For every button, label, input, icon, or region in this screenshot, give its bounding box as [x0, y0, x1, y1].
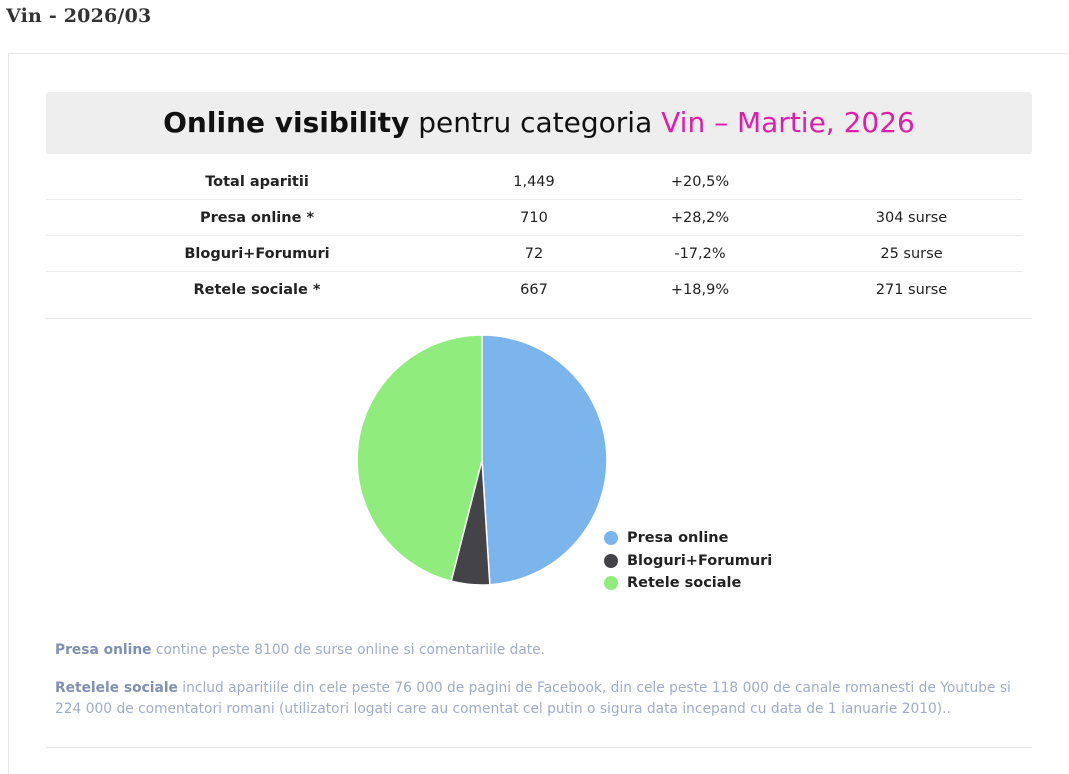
page-heading: Vin - 2026/03	[6, 5, 152, 27]
legend-item-bloguri-forumuri[interactable]: Bloguri+Forumuri	[604, 550, 772, 573]
chart-legend: Presa online Bloguri+Forumuri Retele soc…	[604, 527, 772, 595]
row-value: 72	[468, 235, 600, 272]
legend-swatch	[604, 553, 618, 568]
note-text: contine peste 8100 de surse online si co…	[151, 642, 546, 658]
title-bold: Online visibility	[163, 106, 410, 139]
row-sources: 304 surse	[800, 199, 1023, 236]
legend-item-presa-online[interactable]: Presa online	[604, 527, 772, 550]
pie-chart	[356, 334, 608, 586]
row-sources	[800, 164, 1023, 200]
row-label: Retele sociale *	[193, 281, 321, 298]
stats-table: Total aparitii 1,449 +20,5% Presa online…	[46, 164, 1023, 307]
legend-swatch	[604, 576, 618, 591]
table-row: Presa online * 710 +28,2% 304 surse	[46, 199, 1023, 236]
row-label: Bloguri+Forumuri	[46, 235, 468, 272]
title-mid: pentru categoria	[409, 106, 662, 139]
content-panel	[8, 53, 1069, 774]
visibility-title: Online visibility pentru categoria Vin –…	[46, 92, 1032, 154]
table-row: Bloguri+Forumuri 72 -17,2% 25 surse	[46, 235, 1023, 272]
row-sources: 25 surse	[800, 235, 1023, 272]
legend-item-retele-sociale[interactable]: Retele sociale	[604, 572, 772, 595]
note-term: Presa online	[55, 642, 152, 658]
table-row: Retele sociale * 667 +18,9% 271 surse	[46, 272, 1023, 308]
row-change: +28,2%	[600, 199, 800, 236]
legend-label: Bloguri+Forumuri	[627, 552, 773, 569]
note-term: Retelele sociale	[55, 680, 178, 696]
row-label: Total aparitii	[46, 164, 468, 200]
note-text: includ aparitiile din cele peste 76 000 …	[55, 680, 1011, 717]
legend-swatch	[604, 531, 618, 546]
legend-label: Presa online	[627, 530, 729, 547]
note-presa-online: Presa online contine peste 8100 de surse…	[55, 640, 1015, 661]
note-retele-sociale: Retelele sociale includ aparitiile din c…	[55, 678, 1015, 720]
pie-slice-retele-sociale[interactable]	[356, 334, 483, 582]
divider	[46, 747, 1032, 748]
legend-label: Retele sociale	[627, 575, 742, 592]
table-row: Total aparitii 1,449 +20,5%	[46, 164, 1023, 200]
divider	[46, 318, 1032, 319]
row-change: +18,9%	[670, 281, 730, 298]
row-sources: 271 surse	[875, 281, 948, 298]
row-change: -17,2%	[600, 235, 800, 272]
row-change: +20,5%	[600, 164, 800, 200]
pie-slice-presa-online[interactable]	[481, 334, 608, 586]
row-value: 710	[468, 199, 600, 236]
row-value: 1,449	[468, 164, 600, 200]
title-category: Vin – Martie, 2026	[661, 106, 915, 139]
row-value: 667	[520, 281, 548, 298]
row-label: Presa online *	[46, 199, 468, 236]
